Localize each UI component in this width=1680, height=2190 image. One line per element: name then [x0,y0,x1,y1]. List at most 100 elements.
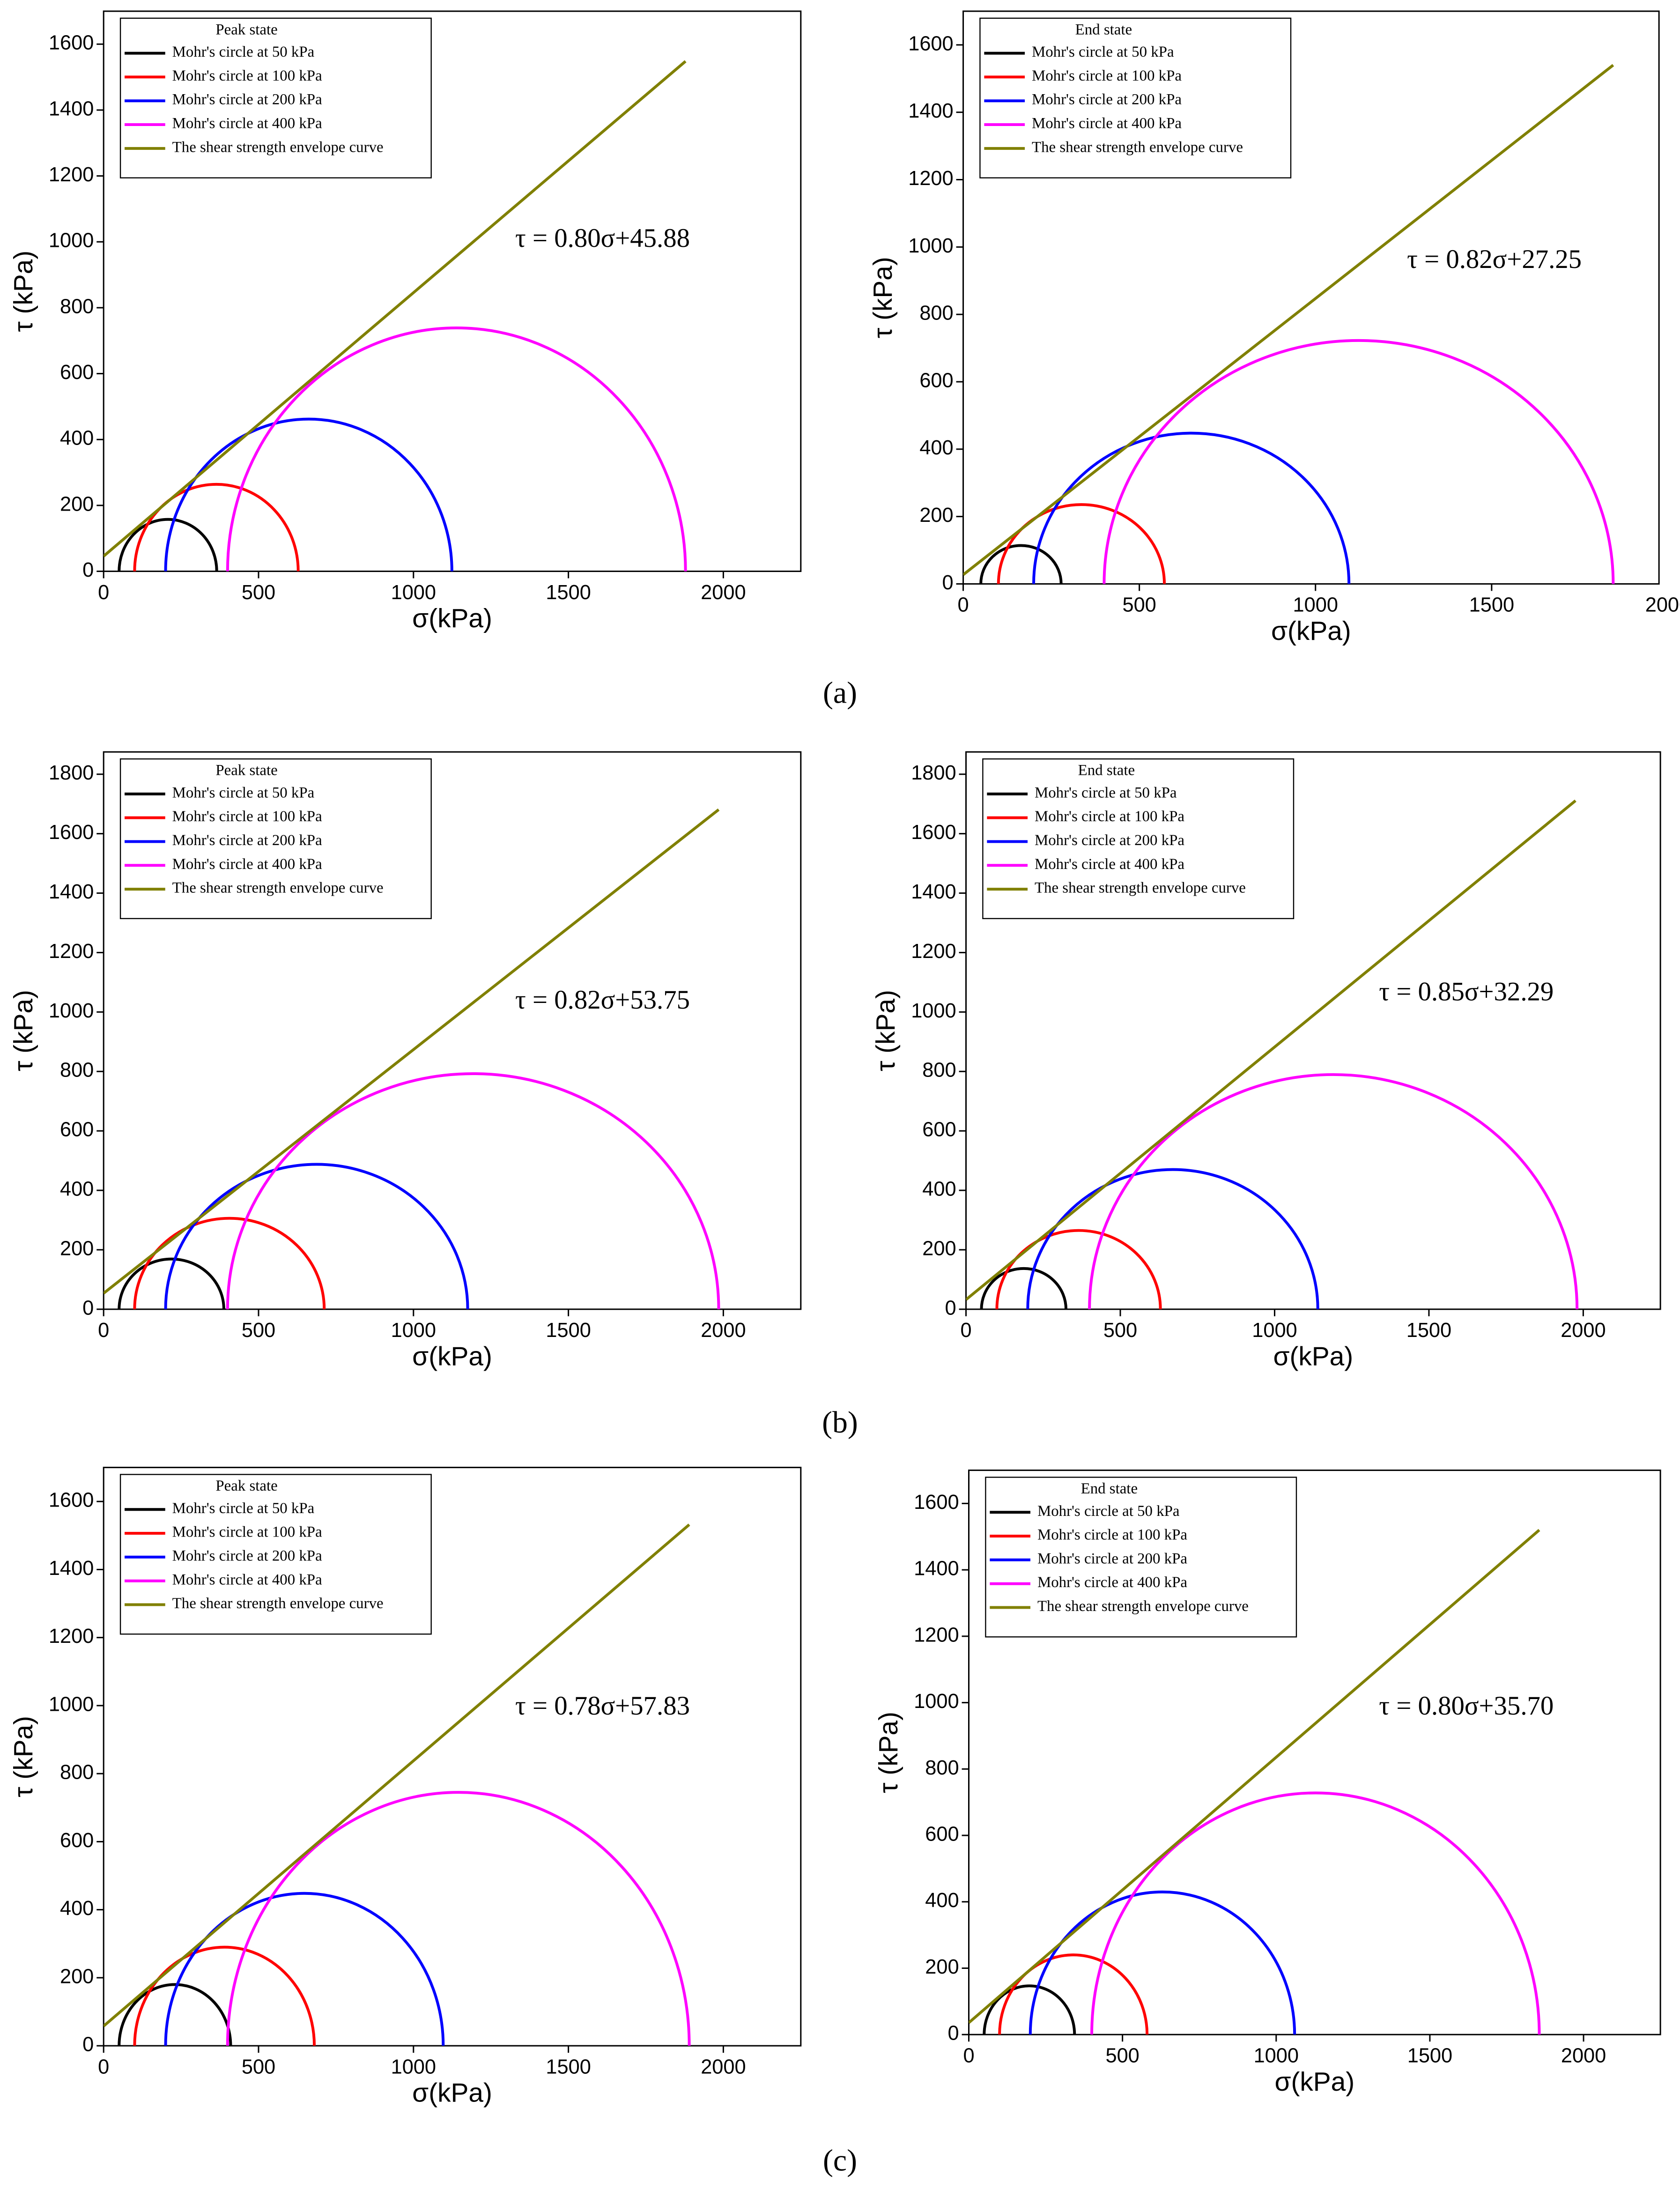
x-tick-label: 2000 [701,1319,746,1342]
y-tick-label: 1400 [908,100,953,122]
mohr-circle [118,1983,232,2046]
envelope-line [963,64,1614,576]
x-tick-label: 0 [960,1319,971,1342]
y-tick-label: 800 [60,295,94,318]
legend-label: Mohr's circle at 200 kPa [1032,91,1182,108]
mohr-circle [1032,431,1351,584]
x-tick-label: 2000 [701,581,746,604]
y-axis-label: τ (kPa) [868,257,898,338]
x-tick-label: 1000 [391,2056,436,2078]
mohr-circle [998,1953,1149,2035]
y-tick-label: 400 [60,1897,94,1920]
x-tick-label: 0 [957,594,969,616]
envelope-line [104,60,687,557]
x-axis-label: σ(kPa) [412,604,492,633]
legend-label: Mohr's circle at 50 kPa [172,784,315,801]
y-tick-label: 400 [60,427,94,450]
legend-label: The shear strength envelope curve [1032,139,1243,156]
legend-box [982,758,1295,920]
y-axis-label: τ (kPa) [9,251,38,332]
y-axis-label: τ (kPa) [874,1712,903,1793]
mohr-circle [226,1072,720,1309]
x-axis-label: σ(kPa) [412,1342,492,1371]
y-tick-label: 1400 [49,1557,94,1580]
legend-label: The shear strength envelope curve [1035,880,1246,897]
y-tick-label: 200 [919,504,953,527]
mohr-circle [164,1892,445,2046]
chart: 0 500 1000 1500 2000 0 200 400 600 800 1000 1200 140… [871,751,1661,1371]
x-tick-label: 2000 [1645,594,1680,616]
plot-area [104,60,687,572]
y-tick-label: 1600 [908,32,953,55]
mohr-circle [133,483,300,572]
y-tick-label: 0 [82,1297,94,1319]
x-axis-label: σ(kPa) [412,2079,492,2108]
x-axis-label: σ(kPa) [1274,2067,1354,2097]
plot-frame [962,10,1660,585]
envelope-line [104,1523,690,2027]
legend-label: Mohr's circle at 400 kPa [172,1571,322,1588]
plot-frame [968,1470,1661,2035]
y-tick-label: 1000 [49,1693,94,1715]
y-tick-label: 1200 [49,163,94,186]
chart: 0 500 1000 1500 2000 0 200 400 600 800 1000 1200 140… [9,751,802,1371]
y-tick-label: 0 [82,2034,94,2056]
mohr-circle [1103,339,1615,584]
legend-label: The shear strength envelope curve [1037,1598,1249,1615]
mohr-circle [164,1163,469,1309]
legend-label: Mohr's circle at 100 kPa [1032,67,1182,84]
legend-label: Mohr's circle at 200 kPa [1035,832,1184,849]
envelope-line [969,1529,1540,2024]
chart: 0 500 1000 1500 2000 0 200 400 600 800 1000 1200 140… [9,1467,802,2108]
legend-box [119,1474,432,1635]
y-tick-label: 600 [925,1823,959,1845]
plot-area [104,808,720,1309]
legend-label: Mohr's circle at 400 kPa [172,115,322,132]
legend-label: Mohr's circle at 50 kPa [1037,1503,1180,1520]
y-tick-label: 600 [60,1119,94,1141]
legend-title: End state [1081,1480,1138,1497]
y-tick-label: 600 [922,1119,956,1141]
legend-label: Mohr's circle at 50 kPa [1032,44,1174,60]
x-tick-label: 1000 [1252,1319,1297,1342]
y-tick-label: 1600 [49,32,94,54]
legend-label: Mohr's circle at 200 kPa [172,832,322,849]
y-tick-label: 1000 [49,230,94,252]
legend-label: Mohr's circle at 400 kPa [1037,1574,1187,1591]
y-tick-label: 200 [922,1237,956,1260]
y-tick-label: 1400 [49,881,94,903]
legend-label: Mohr's circle at 400 kPa [1032,115,1182,132]
x-tick-label: 1000 [1293,594,1338,616]
x-tick-label: 1000 [1254,2044,1299,2067]
mohr-circle [118,1257,225,1309]
equation-annotation: τ = 0.85σ+32.29 [1379,977,1554,1006]
x-tick-label: 1500 [1469,594,1514,616]
legend-label: Mohr's circle at 400 kPa [1035,856,1184,873]
y-tick-label: 1600 [914,1491,959,1514]
equation-annotation: τ = 0.82σ+27.25 [1407,245,1582,274]
y-tick-label: 1400 [49,97,94,120]
legend-title: End state [1078,762,1135,779]
y-tick-label: 400 [60,1178,94,1200]
legend-label: Mohr's circle at 200 kPa [172,91,322,108]
y-tick-label: 800 [60,1761,94,1784]
legend-label: Mohr's circle at 50 kPa [1035,784,1177,801]
panel-label: (a) [823,676,857,710]
y-tick-label: 600 [60,361,94,384]
legend-box [119,758,432,920]
plot-frame [103,751,802,1310]
y-tick-label: 800 [919,302,953,325]
legend-label: Mohr's circle at 100 kPa [172,1524,322,1541]
mohr-circle [1026,1168,1319,1309]
legend-label: Mohr's circle at 200 kPa [1037,1550,1187,1567]
x-tick-label: 1500 [546,1319,591,1342]
y-tick-label: 400 [919,437,953,459]
x-tick-label: 0 [98,581,109,604]
y-tick-label: 1200 [49,1625,94,1648]
mohr-circle [983,1984,1076,2035]
mohr-circle [133,1217,326,1309]
y-tick-label: 1000 [914,1690,959,1713]
panel-label: (c) [823,2143,857,2177]
